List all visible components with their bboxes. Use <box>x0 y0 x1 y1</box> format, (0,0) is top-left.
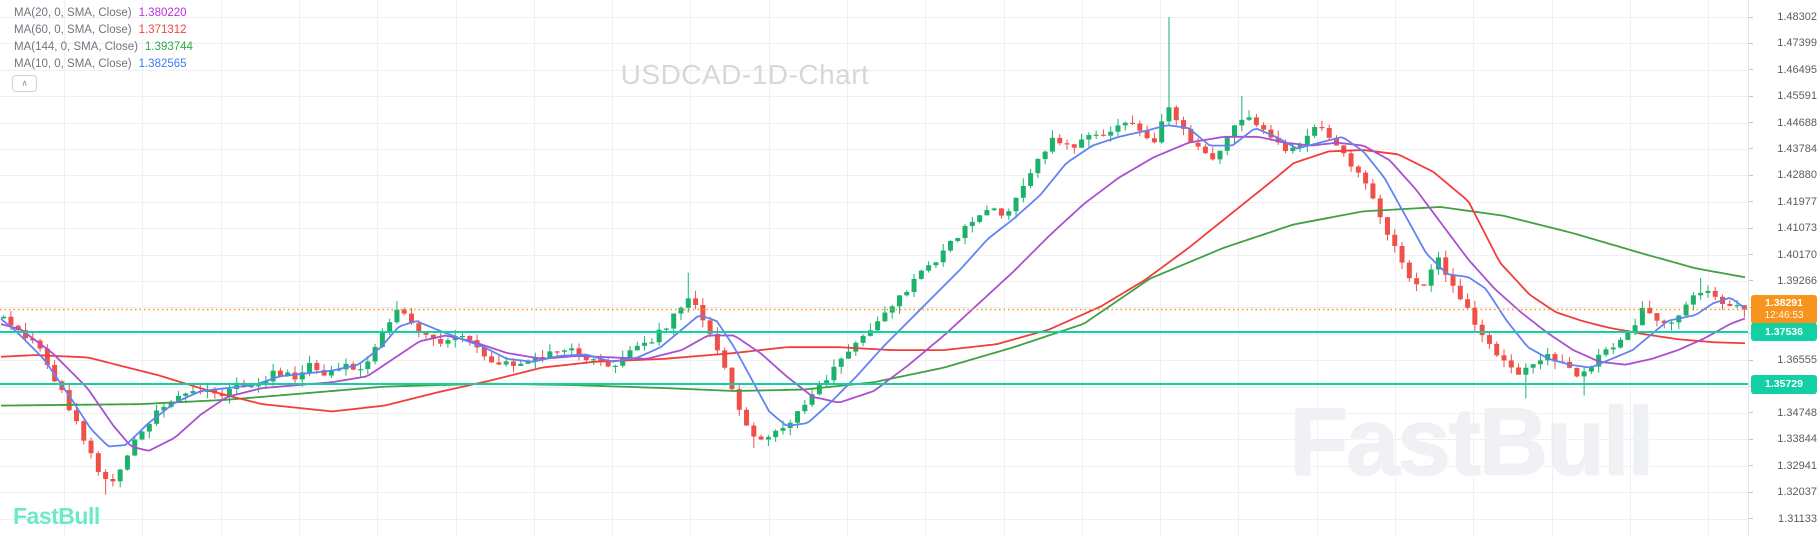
axis-tick-mark <box>1749 254 1753 256</box>
chevron-up-icon: ∧ <box>21 78 28 88</box>
axis-tick-mark <box>1749 438 1753 440</box>
price-tick-label: 1.40170 <box>1777 248 1817 261</box>
price-tick-label: 1.47399 <box>1777 37 1817 50</box>
price-tick-label: 1.48302 <box>1777 11 1817 23</box>
ma-legend-item[interactable]: MA(144, 0, SMA, Close) 1.393744 <box>14 39 193 56</box>
current-price-badge: 1.38291 12:46:53 <box>1751 294 1817 324</box>
ma-legend-item[interactable]: MA(10, 0, SMA, Close) 1.382565 <box>14 56 193 73</box>
price-tick-label: 1.31133 <box>1778 512 1817 525</box>
price-tick-label: 1.44688 <box>1777 116 1817 129</box>
axis-tick-mark <box>1749 16 1753 18</box>
ma-legend-value: 1.371312 <box>138 24 187 36</box>
price-tick-label: 1.41073 <box>1777 222 1817 235</box>
ma-legend-label: MA(20, 0, SMA, Close) <box>14 7 132 19</box>
level-price-badge: 1.35729 <box>1751 374 1817 394</box>
axis-tick-mark <box>1749 227 1753 229</box>
price-tick-label: 1.33844 <box>1777 433 1817 446</box>
ma-legend-value: 1.382565 <box>138 58 187 70</box>
price-tick-label: 1.43784 <box>1777 142 1817 155</box>
axis-tick-mark <box>1749 359 1753 361</box>
ma-legend-label: MA(144, 0, SMA, Close) <box>14 41 138 53</box>
axis-tick-mark <box>1749 122 1753 124</box>
axis-tick-mark <box>1749 69 1753 71</box>
price-chart-canvas[interactable] <box>0 0 1748 537</box>
ma-legend: MA(20, 0, SMA, Close) 1.380220 MA(60, 0, S… <box>14 5 193 73</box>
price-tick-label: 1.32941 <box>1777 459 1817 472</box>
axis-tick-mark <box>1749 491 1753 493</box>
axis-tick-mark <box>1749 148 1753 150</box>
level-price-badge: 1.37536 <box>1751 322 1817 341</box>
ma-legend-item[interactable]: MA(20, 0, SMA, Close) 1.380220 <box>14 5 193 22</box>
price-tick-label: 1.45591 <box>1777 90 1817 103</box>
axis-tick-mark <box>1749 174 1753 176</box>
price-tick-label: 1.36555 <box>1777 354 1817 367</box>
price-axis[interactable]: 1.48302 1.47399 1.46495 1.45591 1.44688 1.437… <box>1748 0 1820 537</box>
price-tick-label: 1.41977 <box>1777 195 1817 208</box>
price-tick-label: 1.39266 <box>1777 274 1817 287</box>
price-tick-label: 1.42880 <box>1777 169 1817 182</box>
ma-legend-value: 1.393744 <box>144 41 193 53</box>
axis-tick-mark <box>1749 201 1753 203</box>
axis-tick-mark <box>1749 465 1753 467</box>
price-tick-label: 1.46495 <box>1777 63 1817 76</box>
ma-legend-value: 1.380220 <box>138 7 187 19</box>
ma-legend-item[interactable]: MA(60, 0, SMA, Close) 1.371312 <box>14 22 193 39</box>
price-tick-label: 1.32037 <box>1777 486 1817 499</box>
legend-collapse-button[interactable]: ∧ <box>12 75 37 92</box>
ma-legend-label: MA(10, 0, SMA, Close) <box>14 58 132 70</box>
axis-tick-mark <box>1749 95 1753 97</box>
price-tick-label: 1.34748 <box>1777 406 1817 419</box>
axis-tick-mark <box>1749 518 1753 520</box>
axis-tick-mark <box>1749 280 1753 282</box>
axis-tick-mark <box>1749 42 1753 44</box>
ma-legend-label: MA(60, 0, SMA, Close) <box>14 24 132 36</box>
axis-tick-mark <box>1749 412 1753 414</box>
